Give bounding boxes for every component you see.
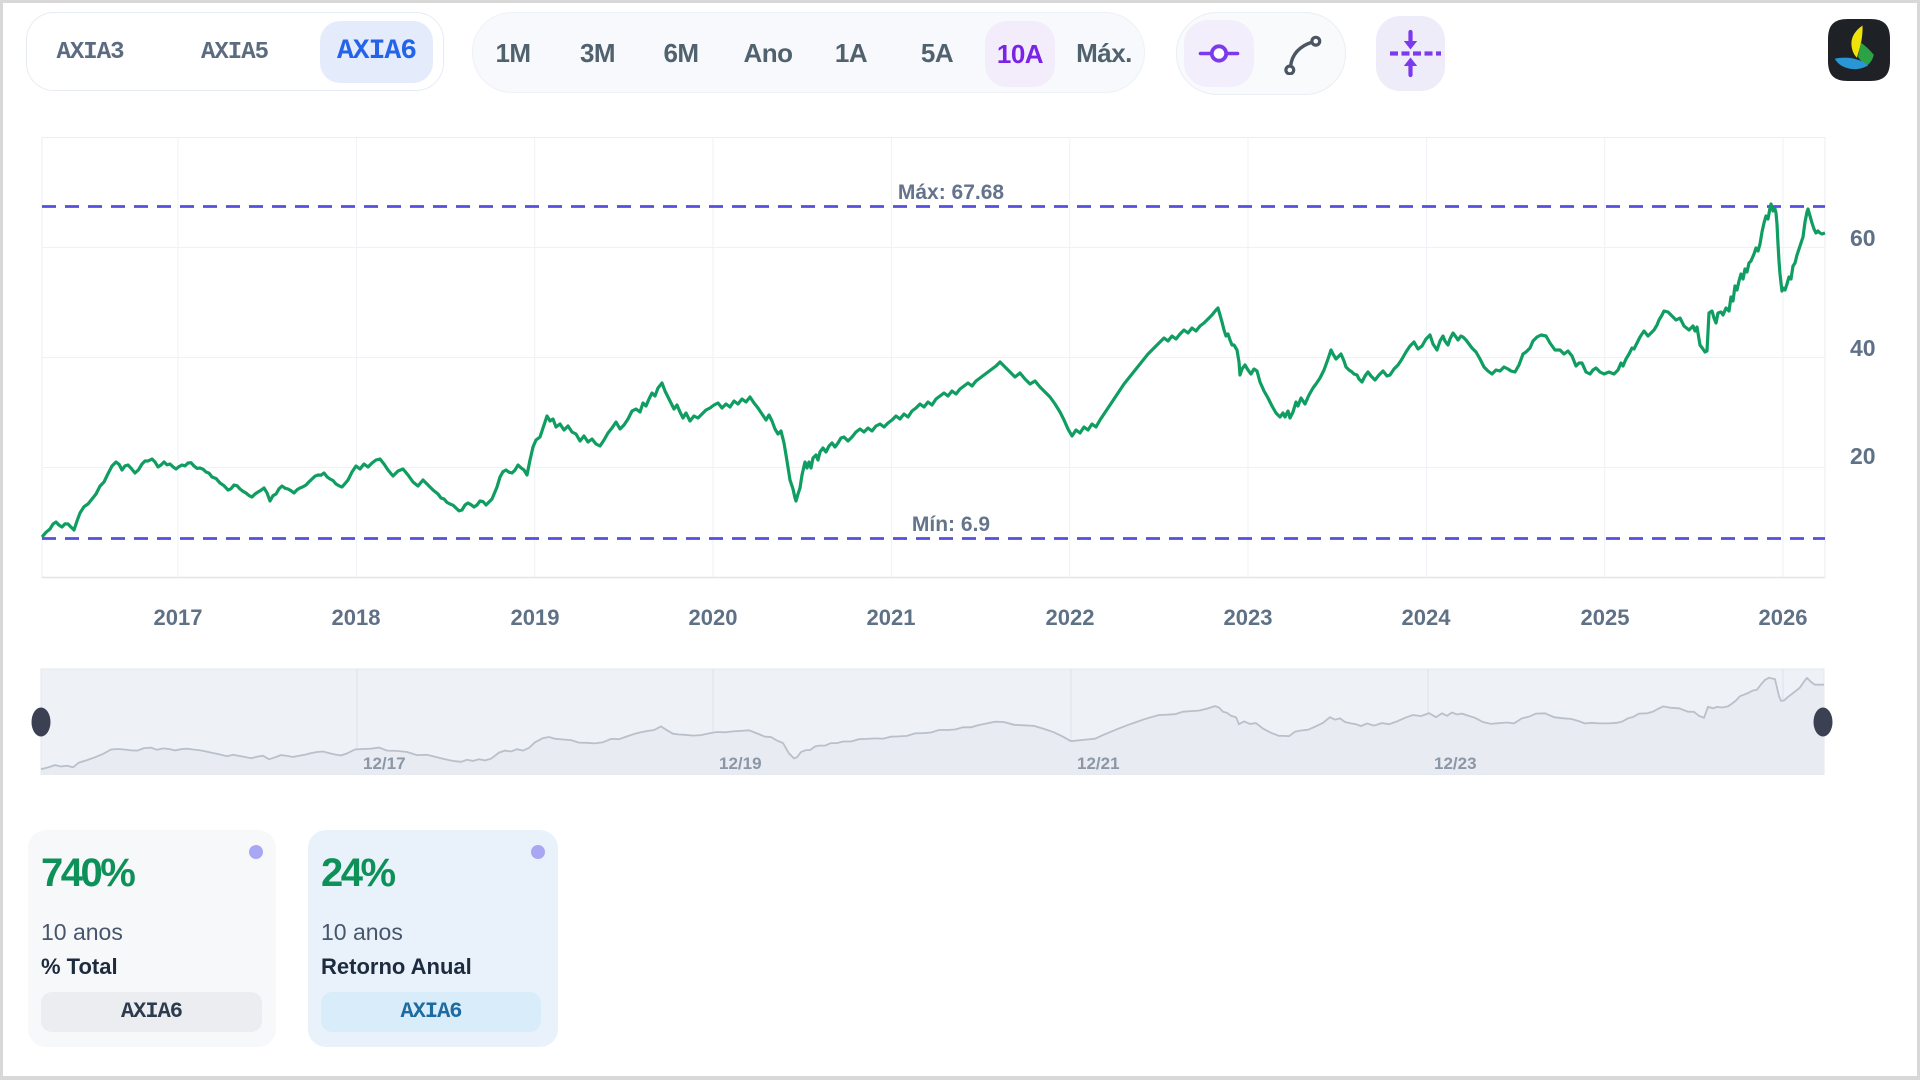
svg-text:12/23: 12/23 [1434, 754, 1477, 773]
svg-text:12/17: 12/17 [363, 754, 406, 773]
svg-text:20: 20 [1850, 443, 1876, 469]
svg-text:Mín: 6.9: Mín: 6.9 [912, 513, 990, 536]
svg-text:2026: 2026 [1759, 605, 1808, 630]
svg-text:2023: 2023 [1224, 605, 1273, 630]
svg-text:2018: 2018 [332, 605, 381, 630]
svg-text:Máx: 67.68: Máx: 67.68 [898, 181, 1005, 204]
svg-text:40: 40 [1850, 335, 1876, 361]
svg-text:2020: 2020 [689, 605, 738, 630]
svg-text:60: 60 [1850, 225, 1876, 251]
svg-text:2017: 2017 [154, 605, 203, 630]
svg-text:2022: 2022 [1046, 605, 1095, 630]
svg-text:2025: 2025 [1581, 605, 1630, 630]
svg-text:12/19: 12/19 [719, 754, 762, 773]
svg-text:2021: 2021 [867, 605, 916, 630]
svg-text:12/21: 12/21 [1077, 754, 1120, 773]
svg-text:2024: 2024 [1402, 605, 1452, 630]
svg-text:2019: 2019 [511, 605, 560, 630]
